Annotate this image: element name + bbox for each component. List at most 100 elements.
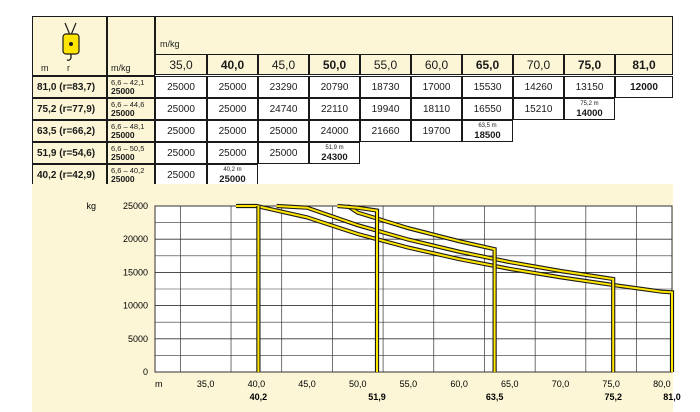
x-tick-label: 65,0 [501, 379, 519, 389]
load-cell: 25000 [258, 120, 309, 142]
load-cell: 25000 [155, 142, 207, 164]
end-load-distance: 51,9 m [325, 145, 344, 151]
radius-range-text: 6,6 – 40,2 [111, 166, 145, 175]
boom-length-label: 63,5 [486, 392, 504, 402]
column-header: 35,0 [155, 54, 207, 75]
load-cell: 25000 [155, 76, 207, 98]
x-tick-label: 70,0 [552, 379, 570, 389]
load-cell: 19940 [360, 98, 411, 120]
load-cell: 22110 [309, 98, 360, 120]
load-cell: 18110 [411, 98, 462, 120]
end-load-distance: 63,5 m [478, 123, 497, 129]
radius-range-text: 6,6 – 50,5 [111, 144, 145, 153]
y-tick-label: 10000 [123, 301, 148, 311]
row-radius-range: 6,6 – 48,1 25000 [107, 120, 155, 142]
boom-length-label: 51,9 [368, 392, 386, 402]
end-load-value: 14000 [576, 108, 603, 119]
end-load-value: 24300 [321, 152, 348, 163]
load-cell: 16550 [462, 98, 513, 120]
column-header: 55,0 [360, 54, 411, 75]
load-cell: 25000 [207, 76, 258, 98]
radius-range-max: 25000 [111, 130, 135, 140]
load-cell: 12000 [615, 76, 673, 98]
radius-range-max: 25000 [111, 152, 135, 162]
load-cell: 25000 [155, 164, 207, 186]
load-cell: 15530 [462, 76, 513, 98]
load-cell: 25000 [155, 98, 207, 120]
column-header: 70,0 [513, 54, 564, 75]
radius-range-text: 6,6 – 44,6 [111, 100, 145, 109]
load-cell: 20790 [309, 76, 360, 98]
crane-hook-icon [62, 22, 80, 61]
column-header: 75,0 [564, 54, 615, 75]
y-tick-label: 15000 [123, 267, 148, 277]
column-header: 45,0 [258, 54, 309, 75]
y-axis-label: kg [86, 201, 96, 211]
y-tick-label: 25000 [123, 201, 148, 211]
load-cell: 21660 [360, 120, 411, 142]
load-cell: 24740 [258, 98, 309, 120]
load-curve [337, 205, 378, 372]
row-boom-label: 63,5 (r=66,2) [32, 120, 107, 142]
end-load-cell: 75,2 m 14000 [564, 98, 615, 120]
load-curve [347, 205, 496, 372]
load-cell: 19700 [411, 120, 462, 142]
column-header: 65,0 [462, 54, 513, 75]
radius-range-text: 6,6 – 42,1 [111, 78, 145, 87]
radius-range-max: 25000 [111, 174, 135, 184]
boom-length-label: 75,2 [604, 392, 622, 402]
boom-length-label: 40,2 [250, 392, 268, 402]
row-radius-range: 6,6 – 42,1 25000 [107, 76, 155, 98]
x-tick-label: 60,0 [450, 379, 468, 389]
end-load-cell: 51,9 m 24300 [309, 142, 360, 164]
load-cell: 15210 [513, 98, 564, 120]
row-boom-label: 75,2 (r=77,9) [32, 98, 107, 120]
column-header: 40,0 [207, 54, 258, 75]
load-cell: 18730 [360, 76, 411, 98]
x-tick-label: 45,0 [298, 379, 316, 389]
end-load-value: 25000 [219, 174, 246, 185]
load-curve [276, 205, 615, 372]
row-radius-range: 6,6 – 40,2 25000 [107, 164, 155, 186]
load-cell: 25000 [258, 142, 309, 164]
column-header: 50,0 [309, 54, 360, 75]
load-cell: 24000 [309, 120, 360, 142]
corner-m-label: m [41, 63, 49, 73]
chart-background [32, 184, 673, 412]
load-curve-outline [276, 203, 616, 372]
load-cell: 25000 [155, 120, 207, 142]
row-boom-label: 81,0 (r=83,7) [32, 76, 107, 98]
plot-area [155, 206, 672, 372]
column-header: 60,0 [411, 54, 462, 75]
load-curve [236, 205, 673, 372]
load-cell: 13150 [564, 76, 615, 98]
x-axis-label: m [155, 379, 163, 389]
x-tick-label: 50,0 [349, 379, 367, 389]
x-tick-label: 40,0 [248, 379, 266, 389]
row-radius-range: 6,6 – 44,6 25000 [107, 98, 155, 120]
row-boom-label: 40,2 (r=42,9) [32, 164, 107, 186]
x-tick-label: 80,0 [653, 379, 671, 389]
column-header: 81,0 [615, 54, 673, 75]
x-tick-label: 75,0 [602, 379, 620, 389]
end-load-distance: 40,2 m [223, 167, 242, 173]
end-load-cell: 40,2 m 25000 [207, 164, 258, 186]
radius-range-max: 25000 [111, 108, 135, 118]
load-cell: 25000 [207, 98, 258, 120]
x-tick-label: 35,0 [197, 379, 215, 389]
load-cell: 23290 [258, 76, 309, 98]
header-unit-row: m/kg [155, 16, 673, 54]
load-cell: 25000 [207, 120, 258, 142]
corner-r-label: r [67, 63, 70, 73]
load-cell: 25000 [207, 142, 258, 164]
end-load-distance: 75,2 m [580, 101, 599, 107]
load-curve-outline [236, 203, 675, 372]
header-unit-label: m/kg [160, 39, 180, 49]
y-tick-label: 20000 [123, 234, 148, 244]
radius-range-max: 25000 [111, 86, 135, 96]
row-radius-range: 6,6 – 50,5 25000 [107, 142, 155, 164]
y-tick-label: 5000 [128, 334, 148, 344]
end-load-cell: 63,5 m 18500 [462, 120, 513, 142]
corner-unit-cell: m/kg [107, 16, 155, 76]
radius-range-text: 6,6 – 48,1 [111, 122, 145, 131]
